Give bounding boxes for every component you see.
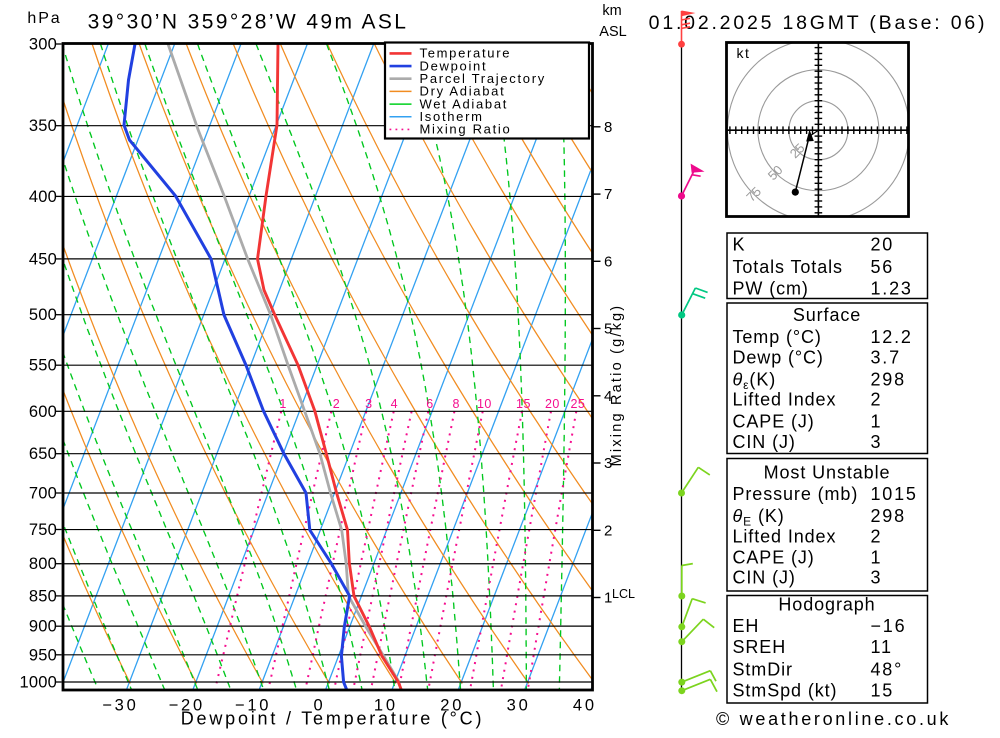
svg-text:CAPE (J): CAPE (J)	[733, 548, 815, 568]
svg-text:850: 850	[29, 587, 57, 605]
svg-text:750: 750	[29, 521, 57, 539]
svg-text:PW (cm): PW (cm)	[733, 278, 809, 298]
svg-text:Pressure (mb): Pressure (mb)	[733, 484, 859, 504]
svg-text:4: 4	[604, 388, 612, 405]
svg-text:3: 3	[871, 432, 883, 452]
svg-text:Parcel Trajectory: Parcel Trajectory	[420, 71, 546, 86]
svg-text:6: 6	[426, 397, 433, 411]
svg-text:3: 3	[604, 455, 612, 472]
svg-text:CIN (J): CIN (J)	[733, 568, 796, 588]
svg-text:Dry Adiabat: Dry Adiabat	[420, 84, 506, 99]
svg-text:−30: −30	[102, 697, 138, 715]
svg-text:θE (K): θE (K)	[733, 506, 785, 529]
svg-text:48°: 48°	[871, 660, 904, 680]
svg-text:−16: −16	[871, 616, 907, 636]
svg-text:3: 3	[871, 568, 883, 588]
svg-text:km: km	[602, 3, 621, 19]
svg-text:20: 20	[440, 697, 464, 715]
svg-text:12.2: 12.2	[871, 327, 913, 347]
svg-text:10: 10	[374, 697, 398, 715]
svg-text:700: 700	[29, 485, 57, 503]
svg-text:1: 1	[871, 412, 883, 432]
svg-text:300: 300	[29, 36, 57, 54]
svg-text:CIN (J): CIN (J)	[733, 432, 796, 452]
svg-text:2: 2	[871, 526, 883, 546]
svg-text:1.23: 1.23	[871, 278, 913, 298]
svg-text:900: 900	[29, 618, 57, 636]
svg-text:2: 2	[333, 397, 340, 411]
svg-text:1000: 1000	[19, 674, 57, 692]
svg-text:4: 4	[391, 397, 398, 411]
svg-text:550: 550	[29, 357, 57, 375]
svg-text:8: 8	[604, 119, 612, 136]
svg-text:Temp (°C): Temp (°C)	[733, 327, 822, 347]
svg-text:39°30’N 359°28’W 49m ASL: 39°30’N 359°28’W 49m ASL	[88, 11, 409, 34]
svg-text:5: 5	[604, 321, 612, 338]
svg-text:2: 2	[604, 522, 612, 539]
svg-text:6: 6	[604, 253, 612, 270]
svg-text:800: 800	[29, 555, 57, 573]
svg-text:Mixing Ratio: Mixing Ratio	[420, 122, 512, 137]
svg-text:1015: 1015	[871, 484, 918, 504]
svg-text:3.7: 3.7	[871, 347, 901, 367]
svg-text:kt: kt	[737, 45, 751, 61]
svg-text:Temperature: Temperature	[420, 46, 512, 61]
svg-text:350: 350	[29, 117, 57, 135]
svg-text:400: 400	[29, 188, 57, 206]
svg-text:Dewpoint / Temperature (°C): Dewpoint / Temperature (°C)	[181, 709, 485, 729]
svg-text:650: 650	[29, 445, 57, 463]
svg-text:Lifted Index: Lifted Index	[733, 390, 837, 410]
svg-text:30: 30	[507, 697, 531, 715]
svg-text:Totals Totals: Totals Totals	[733, 257, 843, 277]
svg-text:3: 3	[365, 397, 372, 411]
svg-text:1: 1	[279, 397, 286, 411]
svg-text:Lifted Index: Lifted Index	[733, 526, 837, 546]
svg-text:11: 11	[871, 637, 893, 657]
svg-text:56: 56	[871, 257, 895, 277]
svg-text:15: 15	[871, 680, 895, 700]
svg-text:Wet Adiabat: Wet Adiabat	[420, 96, 509, 111]
svg-text:1: 1	[871, 548, 883, 568]
svg-text:K: K	[733, 234, 746, 254]
svg-text:Mixing Ratio (g/kg): Mixing Ratio (g/kg)	[609, 304, 625, 467]
svg-text:8: 8	[452, 397, 459, 411]
svg-text:950: 950	[29, 646, 57, 664]
svg-text:600: 600	[29, 403, 57, 421]
svg-text:450: 450	[29, 250, 57, 268]
svg-text:−20: −20	[169, 697, 205, 715]
svg-text:StmDir: StmDir	[733, 660, 793, 680]
svg-text:θε(K): θε(K)	[733, 369, 777, 392]
svg-text:0: 0	[314, 697, 326, 715]
svg-text:Dewp (°C): Dewp (°C)	[733, 347, 824, 367]
svg-text:01.02.2025 18GMT (Base: 06): 01.02.2025 18GMT (Base: 06)	[649, 12, 988, 34]
svg-text:Hodograph: Hodograph	[778, 595, 875, 615]
svg-text:StmSpd (kt): StmSpd (kt)	[733, 680, 838, 700]
svg-text:CAPE (J): CAPE (J)	[733, 412, 815, 432]
svg-text:LCL: LCL	[612, 587, 635, 601]
svg-text:Most Unstable: Most Unstable	[764, 462, 891, 482]
svg-text:hPa: hPa	[27, 10, 61, 27]
svg-text:© weatheronline.co.uk: © weatheronline.co.uk	[716, 709, 951, 729]
svg-text:20: 20	[871, 234, 895, 254]
svg-text:298: 298	[871, 506, 906, 526]
svg-text:25: 25	[570, 397, 585, 411]
svg-text:10: 10	[477, 397, 492, 411]
svg-text:500: 500	[29, 306, 57, 324]
svg-text:7: 7	[604, 186, 612, 203]
svg-text:EH: EH	[733, 616, 760, 636]
svg-text:20: 20	[545, 397, 560, 411]
svg-text:Isotherm: Isotherm	[420, 109, 484, 124]
svg-text:40: 40	[573, 697, 597, 715]
svg-text:Dewpoint: Dewpoint	[420, 58, 488, 73]
svg-text:15: 15	[516, 397, 531, 411]
svg-text:ASL: ASL	[599, 24, 626, 40]
svg-text:−10: −10	[235, 697, 271, 715]
svg-text:Surface: Surface	[793, 305, 861, 325]
svg-text:298: 298	[871, 369, 906, 389]
svg-text:2: 2	[871, 390, 883, 410]
svg-text:SREH: SREH	[733, 637, 787, 657]
svg-text:1: 1	[604, 590, 612, 607]
